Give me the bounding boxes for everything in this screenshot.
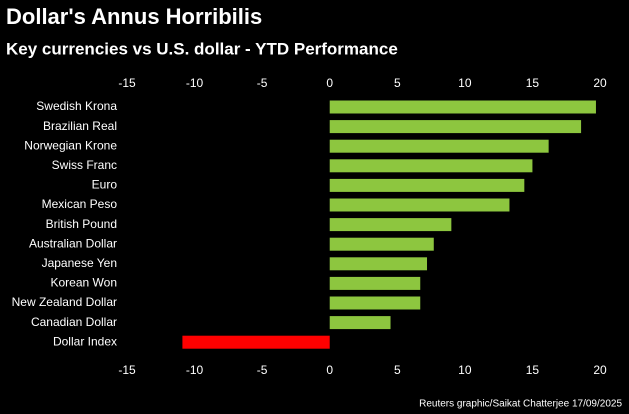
x-tick-label-top: -10 xyxy=(186,76,204,90)
bar xyxy=(329,237,434,251)
bar xyxy=(329,276,421,290)
x-tick-label-bottom: -10 xyxy=(186,363,204,377)
chart-subtitle: Key currencies vs U.S. dollar - YTD Perf… xyxy=(6,39,398,58)
x-tick-label-top: 15 xyxy=(526,76,540,90)
x-tick-label-bottom: 20 xyxy=(593,363,607,377)
bar xyxy=(329,178,525,192)
bar xyxy=(329,100,596,114)
x-tick-label-bottom: 5 xyxy=(394,363,401,377)
bar xyxy=(329,139,549,153)
y-category-label: New Zealand Dollar xyxy=(12,295,117,309)
y-category-label: Swiss Franc xyxy=(52,158,117,172)
x-tick-label-top: 0 xyxy=(326,76,333,90)
y-category-label: Japanese Yen xyxy=(42,256,117,270)
y-category-label: Norwegian Krone xyxy=(24,138,117,152)
y-category-label: Canadian Dollar xyxy=(31,315,117,329)
y-category-label: Korean Won xyxy=(51,276,118,290)
bar xyxy=(329,218,452,232)
y-category-label: Dollar Index xyxy=(53,334,117,348)
source-note: Reuters graphic/Saikat Chatterjee 17/09/… xyxy=(419,399,622,410)
bar xyxy=(329,120,582,134)
x-tick-label-top: 5 xyxy=(394,76,401,90)
y-category-label: Euro xyxy=(92,178,118,192)
x-tick-label-top: 10 xyxy=(458,76,472,90)
x-tick-label-bottom: 15 xyxy=(526,363,540,377)
y-category-label: Swedish Krona xyxy=(36,99,117,113)
x-tick-label-top: 20 xyxy=(593,76,607,90)
y-category-label: British Pound xyxy=(46,217,117,231)
bar xyxy=(329,257,428,271)
bar xyxy=(329,198,510,212)
x-tick-label-top: -15 xyxy=(118,76,136,90)
bar xyxy=(329,296,421,310)
y-category-label: Brazilian Real xyxy=(43,119,117,133)
chart-title: Dollar's Annus Horribilis xyxy=(6,4,262,29)
bar xyxy=(182,335,330,349)
x-tick-label-bottom: -15 xyxy=(118,363,136,377)
bar xyxy=(329,316,391,330)
y-category-label: Australian Dollar xyxy=(29,236,117,250)
y-category-label: Mexican Peso xyxy=(42,197,118,211)
x-tick-label-top: -5 xyxy=(257,76,268,90)
x-tick-label-bottom: -5 xyxy=(257,363,268,377)
x-tick-label-bottom: 0 xyxy=(326,363,333,377)
bar xyxy=(329,159,533,173)
x-tick-label-bottom: 10 xyxy=(458,363,472,377)
